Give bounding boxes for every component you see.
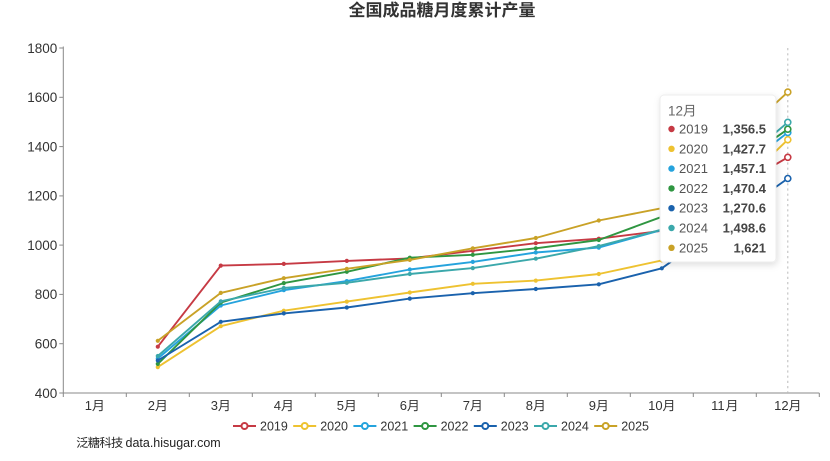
svg-text:2020: 2020	[679, 141, 708, 156]
svg-text:2025: 2025	[621, 419, 649, 433]
svg-text:4: 4	[274, 398, 281, 413]
svg-text:2019: 2019	[260, 419, 288, 433]
svg-text:1: 1	[85, 398, 92, 413]
svg-text:1200: 1200	[27, 189, 57, 204]
svg-text:400: 400	[35, 386, 58, 401]
svg-text:7: 7	[463, 398, 470, 413]
svg-text:1,498.6: 1,498.6	[723, 221, 766, 236]
svg-text:1,457.1: 1,457.1	[723, 161, 766, 176]
svg-text:2: 2	[148, 398, 155, 413]
svg-text:12: 12	[774, 398, 788, 413]
svg-text:10: 10	[648, 398, 662, 413]
svg-text:data.hisugar.com: data.hisugar.com	[126, 436, 221, 450]
svg-text:2024: 2024	[679, 221, 708, 236]
svg-text:1600: 1600	[27, 90, 57, 105]
svg-text:12: 12	[668, 104, 683, 119]
svg-text:2021: 2021	[679, 161, 708, 176]
svg-text:2020: 2020	[320, 419, 348, 433]
svg-text:2022: 2022	[441, 419, 469, 433]
svg-text:11: 11	[711, 398, 725, 413]
svg-text:1,356.5: 1,356.5	[723, 122, 766, 137]
svg-text:2023: 2023	[501, 419, 529, 433]
svg-text:9: 9	[589, 398, 596, 413]
svg-text:800: 800	[35, 287, 58, 302]
svg-text:1,427.7: 1,427.7	[723, 141, 766, 156]
svg-text:2021: 2021	[380, 419, 408, 433]
svg-text:8: 8	[526, 398, 533, 413]
svg-text:1400: 1400	[27, 139, 57, 154]
svg-text:2023: 2023	[679, 201, 708, 216]
svg-text:600: 600	[35, 337, 58, 352]
svg-text:1800: 1800	[27, 41, 57, 56]
svg-text:6: 6	[400, 398, 407, 413]
svg-text:2024: 2024	[561, 419, 589, 433]
svg-text:3: 3	[211, 398, 218, 413]
svg-text:2022: 2022	[679, 181, 708, 196]
svg-text:1,621: 1,621	[733, 240, 766, 255]
svg-text:5: 5	[337, 398, 344, 413]
svg-text:2019: 2019	[679, 122, 708, 137]
svg-text:2025: 2025	[679, 240, 708, 255]
svg-text:1,470.4: 1,470.4	[723, 181, 767, 196]
svg-text:1,270.6: 1,270.6	[723, 201, 766, 216]
svg-text:1000: 1000	[27, 238, 57, 253]
